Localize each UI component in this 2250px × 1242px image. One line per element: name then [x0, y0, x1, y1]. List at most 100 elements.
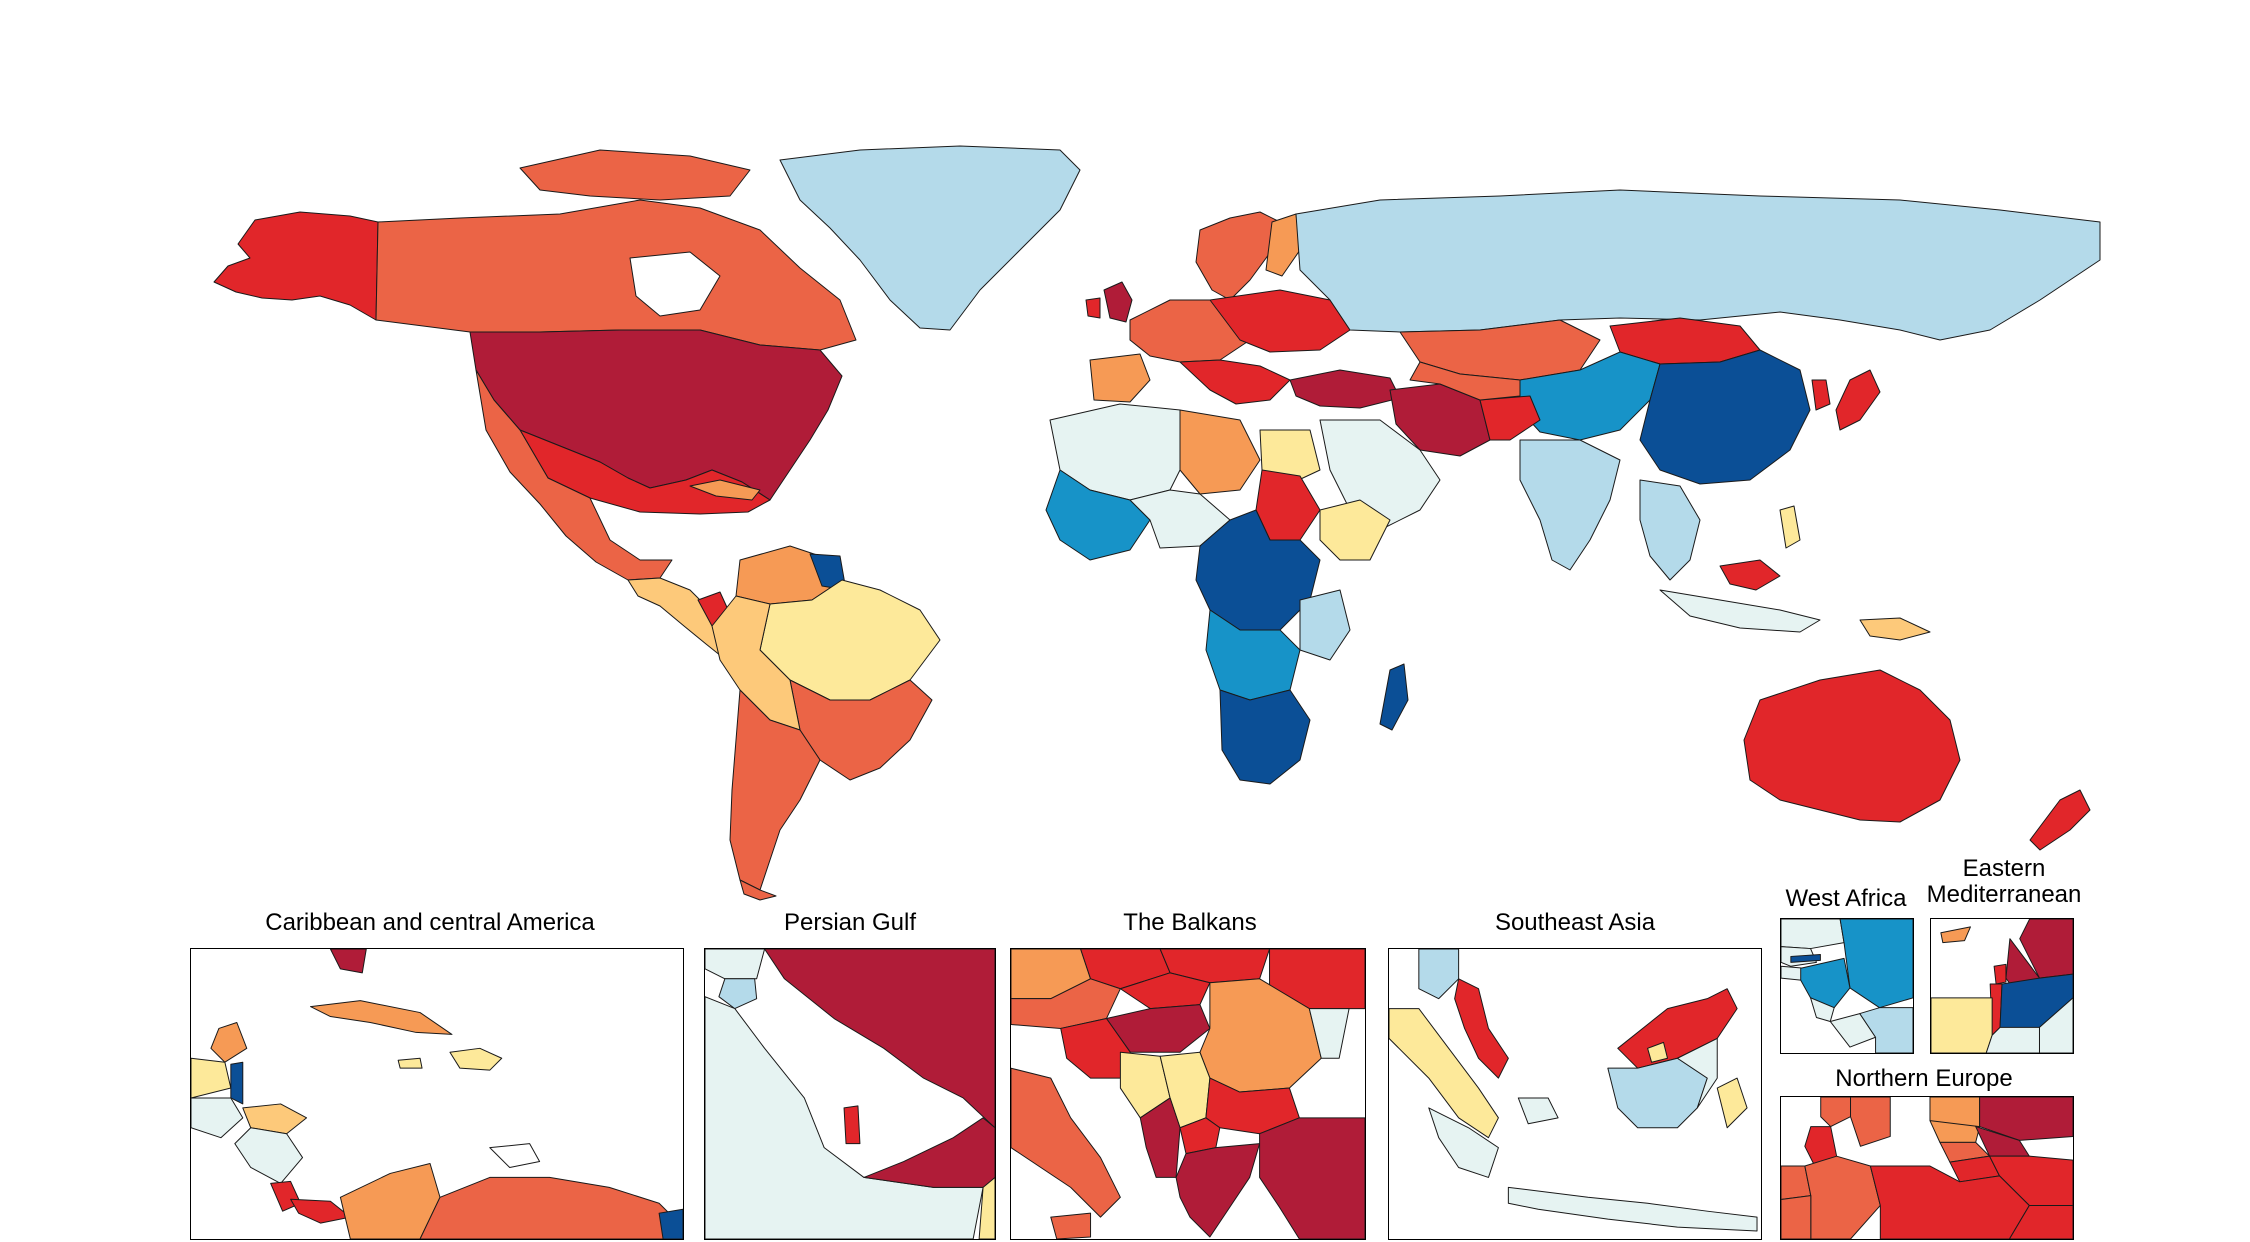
region-alaska — [213, 211, 379, 321]
balkans-italy — [1011, 1067, 1121, 1218]
region-argentina-chile — [729, 689, 821, 891]
region-india — [1519, 439, 1621, 571]
inset-title-eastern-line2: Mediterranean — [1926, 881, 2082, 908]
region-china-east — [1639, 349, 1811, 485]
north-america — [213, 145, 1081, 661]
caribbean-yucatan — [210, 1021, 248, 1063]
sea-sumatra-south — [1428, 1107, 1499, 1178]
inset-title-west-africa: West Africa — [1785, 885, 1907, 912]
gulf-uae — [863, 1117, 995, 1188]
caribbean-belize — [230, 1061, 244, 1105]
region-southern-africa — [1219, 689, 1311, 785]
caribbean-trinidad — [489, 1143, 541, 1168]
gulf-iran — [764, 949, 995, 1129]
balkans-moldova — [1308, 1008, 1350, 1059]
region-madagascar — [1379, 663, 1409, 731]
balkans-north-macedonia — [1179, 1117, 1221, 1155]
em-saudi — [1985, 1026, 2040, 1053]
region-hudson-bay — [629, 251, 721, 317]
ne-ukraine — [2008, 1204, 2073, 1239]
caribbean-venezuela — [419, 1176, 683, 1239]
caribbean-usa — [329, 949, 367, 974]
balkans-italy-sicily — [1050, 1212, 1092, 1239]
caribbean-mexico-south — [191, 1057, 232, 1099]
em-lebanon — [1993, 963, 2007, 985]
ne-belgium — [1781, 1195, 1812, 1239]
region-greenland — [779, 145, 1081, 331]
region-west-africa — [1045, 469, 1151, 561]
region-central-africa — [1195, 509, 1321, 631]
region-japan — [1835, 369, 1881, 431]
ne-sweden — [1850, 1097, 1891, 1147]
ne-norway — [1820, 1097, 1852, 1128]
region-mexico — [475, 369, 673, 581]
region-russia — [1295, 189, 2101, 341]
inset-west-africa — [1780, 918, 1914, 1054]
region-papua — [1859, 617, 1931, 641]
europe — [1085, 211, 1401, 409]
caribbean-nicaragua — [234, 1127, 304, 1184]
region-patagonia — [739, 879, 777, 901]
inset-title-southeast-asia: Southeast Asia — [1494, 909, 1656, 936]
region-canada-arctic-islands — [519, 149, 751, 201]
region-east-africa — [1299, 589, 1351, 661]
region-uk — [1103, 281, 1133, 323]
region-indonesia — [1659, 589, 1821, 633]
inset-title-persian-gulf: Persian Gulf — [783, 909, 917, 936]
caribbean-hispaniola — [449, 1047, 503, 1071]
inset-title-eastern-line1: Eastern — [1962, 855, 2046, 882]
balkans-greece — [1175, 1143, 1261, 1238]
wa-mauritania — [1781, 919, 1845, 950]
region-finland — [1265, 213, 1301, 277]
gulf-qatar — [843, 1105, 861, 1145]
region-canada — [375, 199, 857, 351]
oceania — [1743, 669, 2091, 851]
sea-sulawesi — [1716, 1077, 1748, 1129]
caribbean-guatemala — [191, 1097, 244, 1139]
balkans-slovakia — [1119, 972, 1211, 1010]
inset-balkans — [1010, 948, 1366, 1240]
region-malaysia — [1719, 559, 1781, 591]
inset-southeast-asia — [1388, 948, 1762, 1240]
caribbean-honduras — [242, 1103, 308, 1135]
em-cyprus — [1940, 926, 1971, 944]
region-italy-balkans — [1179, 359, 1291, 405]
ne-germany — [1804, 1155, 1881, 1239]
sea-thailand — [1418, 949, 1460, 1000]
caribbean-jamaica — [397, 1057, 423, 1069]
inset-northern-europe — [1780, 1096, 2074, 1240]
region-iberia — [1089, 353, 1151, 403]
balkans-turkey — [1259, 1117, 1365, 1239]
region-australia — [1743, 669, 1961, 823]
sea-singapore-islands — [1517, 1097, 1559, 1125]
caribbean-panama — [290, 1198, 351, 1224]
region-new-zealand — [2029, 789, 2091, 851]
region-libya — [1179, 409, 1261, 495]
sea-borneo-east — [1676, 1037, 1718, 1109]
balkans-austria — [1011, 978, 1121, 1029]
region-southeast-asia — [1639, 479, 1701, 581]
sea-malaysia-peninsula — [1454, 978, 1509, 1079]
region-cuba — [689, 479, 761, 501]
caribbean-cuba — [310, 1000, 453, 1035]
inset-title-caribbean: Caribbean and central America — [265, 909, 595, 936]
inset-persian-gulf — [704, 948, 996, 1240]
region-scandinavia — [1195, 211, 1281, 301]
sea-sumatra — [1389, 1008, 1499, 1139]
africa — [1045, 403, 1409, 785]
region-turkey — [1289, 369, 1401, 409]
caribbean-guyana — [658, 1208, 683, 1239]
inset-title-eastern-mediterranean: Eastern Mediterranean — [1924, 856, 2084, 908]
wa-mali — [1839, 919, 1913, 1009]
region-peru-bolivia — [711, 595, 801, 731]
em-egypt-sinai — [1931, 997, 1993, 1053]
region-egypt — [1259, 429, 1321, 485]
inset-caribbean — [190, 948, 684, 1240]
inset-title-balkans: The Balkans — [1123, 909, 1257, 936]
russia-asia — [1295, 189, 2101, 641]
sea-java — [1507, 1186, 1758, 1232]
region-western-europe — [1129, 299, 1251, 363]
region-ireland — [1085, 297, 1101, 319]
inset-title-northern-europe: Northern Europe — [1835, 1065, 2013, 1092]
region-afghanistan — [1479, 395, 1541, 441]
